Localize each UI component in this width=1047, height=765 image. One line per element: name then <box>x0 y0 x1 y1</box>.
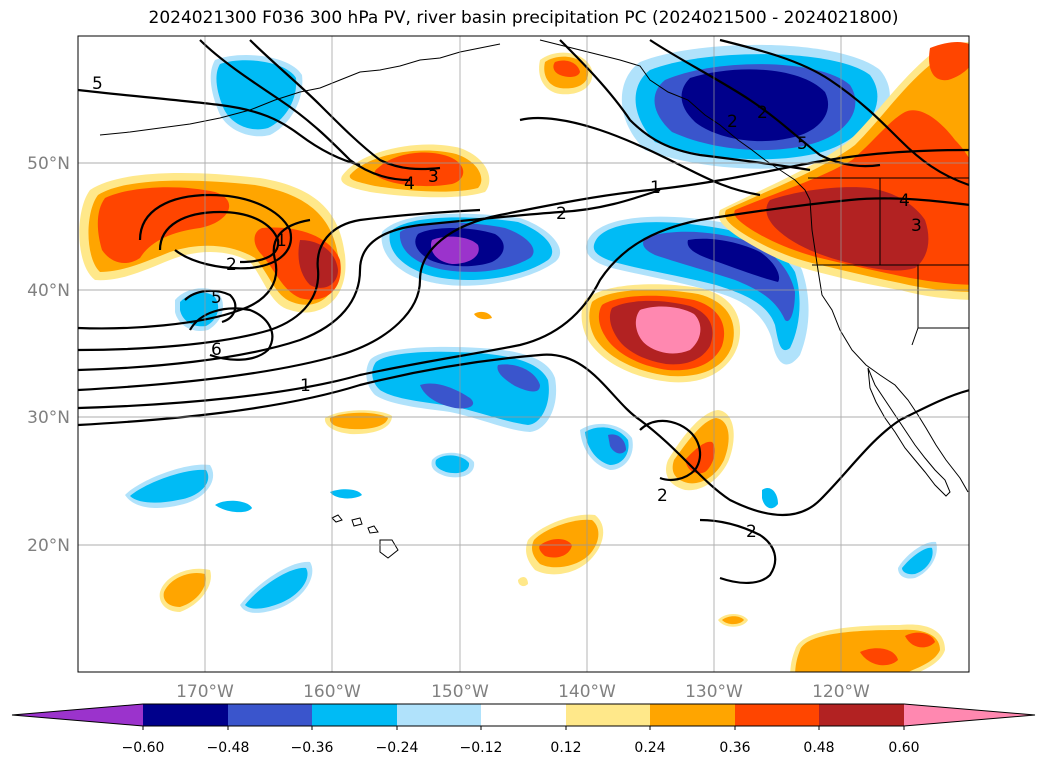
colorbar-tick-label: 0.36 <box>719 740 750 756</box>
contour-label: 2 <box>757 103 768 123</box>
colorbar-tick-label: 0.12 <box>550 740 581 756</box>
colorbar-tick-label: −0.12 <box>460 740 503 756</box>
contour-label: 2 <box>226 255 237 275</box>
colorbar-tick-label: −0.48 <box>207 740 250 756</box>
contour-label: 2 <box>746 522 757 542</box>
colorbar-swatch <box>397 704 481 726</box>
lon-label-150w: 150°W <box>431 682 489 702</box>
contour-label: 1 <box>300 376 311 396</box>
colorbar: −0.60 −0.48 −0.36 −0.24 −0.12 0.12 0.24 … <box>11 703 1036 756</box>
colorbar-swatch <box>650 704 735 726</box>
colorbar-tick-label: −0.24 <box>376 740 419 756</box>
colorbar-swatch <box>143 704 228 726</box>
lat-label-40n: 40°N <box>27 281 70 301</box>
gridlines <box>78 36 969 672</box>
colorbar-tick-label: 0.60 <box>888 740 919 756</box>
lon-label-120w: 120°W <box>812 682 870 702</box>
contour-label: 2 <box>727 112 738 132</box>
colorbar-swatch <box>735 704 819 726</box>
contour-label: 3 <box>428 167 439 187</box>
latitude-labels: 50°N 40°N 30°N 20°N <box>27 154 70 556</box>
colorbar-tick-label: −0.60 <box>122 740 165 756</box>
lon-label-160w: 160°W <box>303 682 361 702</box>
contour-label: 5 <box>211 288 222 308</box>
map-content: 5 3 4 1 2 5 6 1 2 1 2 2 2 5 4 3 2 <box>78 36 969 672</box>
contour-label: 1 <box>650 178 661 198</box>
coastlines <box>99 39 969 559</box>
colorbar-swatch <box>481 704 566 726</box>
pv-contour-labels: 5 3 4 1 2 5 6 1 2 1 2 2 2 5 4 3 2 <box>92 74 922 542</box>
colorbar-tick-label: 0.48 <box>803 740 834 756</box>
contour-label: 1 <box>276 231 287 251</box>
colorbar-swatch <box>228 704 312 726</box>
contour-label: 6 <box>211 340 222 360</box>
contour-label: 2 <box>556 204 567 224</box>
contour-label: 4 <box>404 174 415 194</box>
lat-label-50n: 50°N <box>27 154 70 174</box>
colorbar-swatch <box>12 704 143 726</box>
contour-label: 2 <box>657 486 668 506</box>
contour-label: 5 <box>797 134 808 154</box>
colorbar-swatch <box>312 704 397 726</box>
longitude-labels: 170°W 160°W 150°W 140°W 130°W 120°W <box>176 682 870 702</box>
colorbar-tick-label: 0.24 <box>634 740 665 756</box>
map-frame <box>77 35 970 673</box>
lon-label-170w: 170°W <box>176 682 234 702</box>
colorbar-swatch <box>566 704 650 726</box>
contour-label: 5 <box>92 74 103 94</box>
lon-label-140w: 140°W <box>558 682 616 702</box>
lat-label-30n: 30°N <box>27 408 70 428</box>
contour-label: 4 <box>899 191 910 211</box>
map-title: 2024021300 F036 300 hPa PV, river basin … <box>148 8 899 28</box>
contour-label: 3 <box>911 216 922 236</box>
lon-label-130w: 130°W <box>685 682 743 702</box>
colorbar-swatch <box>819 704 904 726</box>
colorbar-swatch <box>904 704 1035 726</box>
colorbar-tick-label: −0.36 <box>291 740 334 756</box>
lat-label-20n: 20°N <box>27 536 70 556</box>
